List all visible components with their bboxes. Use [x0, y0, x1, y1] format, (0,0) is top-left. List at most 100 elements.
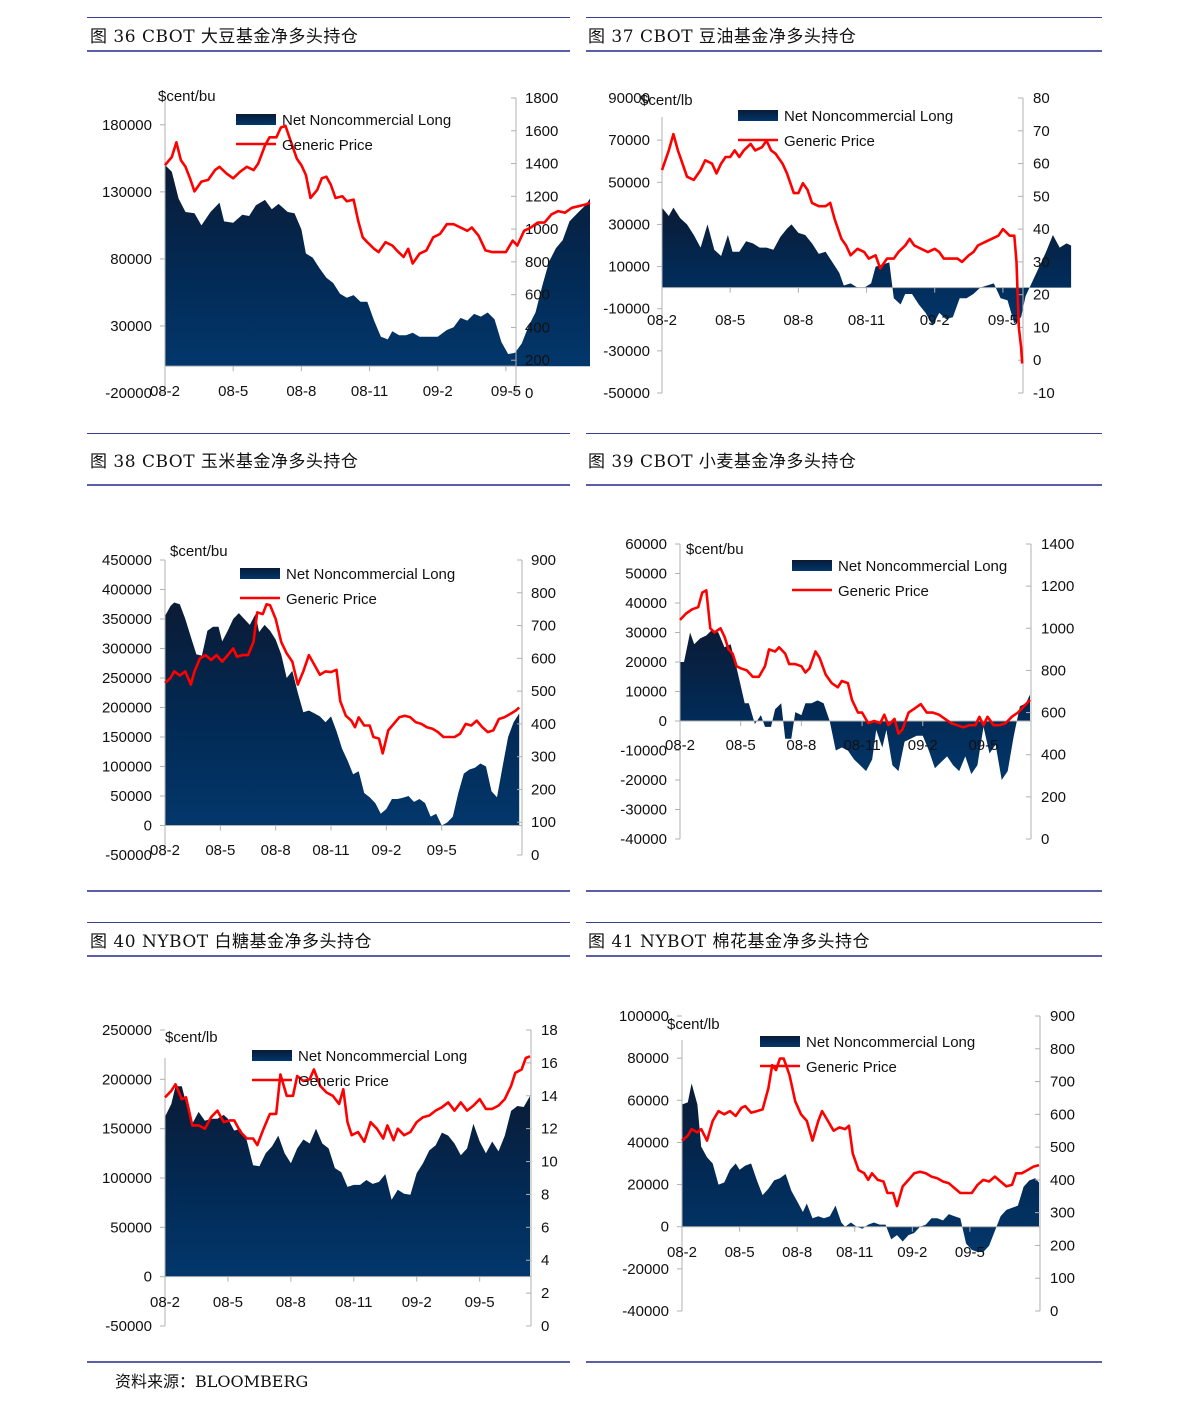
right-tick-label: 600 — [1041, 705, 1066, 722]
left-tick-label: 200000 — [102, 1071, 152, 1088]
left-tick-label: 90000 — [608, 90, 650, 107]
left-tick-label: 0 — [144, 1269, 152, 1286]
right-tick-label: 50 — [1033, 188, 1050, 205]
left-tick-label: 0 — [661, 1219, 669, 1236]
legend-area-swatch — [760, 1036, 800, 1047]
legend-line-label: Generic Price — [784, 133, 875, 150]
section-top-rule — [87, 922, 570, 923]
left-tick-label: 250000 — [102, 1022, 152, 1039]
right-tick-label: 100 — [1050, 1270, 1075, 1287]
left-tick-label: -30000 — [603, 343, 650, 360]
section-top-rule — [87, 433, 570, 434]
x-tick-label: 08-11 — [312, 842, 349, 859]
net-noncommercial-long-area — [165, 165, 590, 367]
footer-rule-left — [87, 1361, 570, 1363]
right-tick-label: 12 — [541, 1121, 558, 1138]
right-tick-label: 700 — [1050, 1074, 1075, 1091]
right-tick-label: 4 — [541, 1252, 549, 1269]
x-tick-label: 08-11 — [843, 737, 880, 754]
section-top-rule — [586, 922, 1102, 923]
right-tick-label: 600 — [525, 287, 550, 304]
x-tick-label: 08-2 — [665, 737, 695, 754]
right-tick-label: 1600 — [525, 123, 558, 140]
left-tick-label: 10000 — [608, 259, 650, 276]
x-tick-label: 08-11 — [335, 1294, 372, 1311]
left-tick-label: 80000 — [110, 251, 152, 268]
legend-area-label: Net Noncommercial Long — [784, 108, 953, 125]
x-tick-label: 09-5 — [465, 1294, 495, 1311]
left-tick-label: -50000 — [603, 385, 650, 402]
x-tick-label: 09-2 — [908, 737, 938, 754]
x-tick-label: 09-5 — [968, 737, 998, 754]
x-tick-label: 08-11 — [351, 383, 388, 400]
right-tick-label: 1000 — [1041, 620, 1074, 637]
x-tick-label: 08-2 — [150, 383, 180, 400]
right-tick-label: 400 — [525, 319, 550, 336]
legend-area-label: Net Noncommercial Long — [806, 1034, 975, 1051]
right-tick-label: 500 — [1050, 1139, 1075, 1156]
generic-price-line — [163, 124, 591, 265]
right-tick-label: 400 — [1041, 747, 1066, 764]
section-top-rule — [586, 433, 1102, 434]
right-tick-label: 200 — [1050, 1237, 1075, 1254]
right-tick-label: 400 — [531, 716, 556, 733]
x-tick-label: 08-2 — [647, 312, 677, 329]
x-tick-label: 08-8 — [783, 312, 813, 329]
legend-line-label: Generic Price — [286, 591, 377, 608]
title-underline-rule — [87, 484, 570, 486]
right-tick-label: 20 — [1033, 287, 1050, 304]
right-tick-label: 6 — [541, 1219, 549, 1236]
generic-price-line — [660, 132, 1024, 364]
x-tick-label: 08-5 — [715, 312, 745, 329]
left-tick-label: 30000 — [608, 216, 650, 233]
left-tick-label: -20000 — [622, 1261, 669, 1278]
left-tick-label: 150000 — [102, 1121, 152, 1138]
legend-line-label: Generic Price — [806, 1059, 897, 1076]
left-tick-label: 100000 — [102, 759, 152, 776]
right-tick-label: 16 — [541, 1055, 558, 1072]
left-tick-label: -50000 — [105, 847, 152, 864]
right-tick-label: 300 — [1050, 1205, 1075, 1222]
right-tick-label: 1000 — [525, 221, 558, 238]
x-tick-label: 09-2 — [920, 312, 950, 329]
left-tick-label: -10000 — [620, 743, 667, 760]
right-tick-label: 1400 — [525, 156, 558, 173]
left-tick-label: 100000 — [619, 1008, 669, 1025]
title-underline-rule — [87, 955, 570, 957]
unit-label: $cent/lb — [165, 1029, 218, 1046]
left-tick-label: 60000 — [627, 1092, 669, 1109]
legend-area-label: Net Noncommercial Long — [838, 558, 1007, 575]
legend-line-label: Generic Price — [838, 583, 929, 600]
left-tick-label: -10000 — [603, 301, 650, 318]
unit-label: $cent/bu — [686, 541, 744, 558]
x-tick-label: 09-2 — [423, 383, 453, 400]
left-tick-label: -50000 — [105, 1318, 152, 1335]
left-tick-label: 20000 — [625, 654, 667, 671]
left-tick-label: 50000 — [608, 174, 650, 191]
left-tick-label: 80000 — [627, 1050, 669, 1067]
legend-area-swatch — [240, 568, 280, 579]
left-tick-label: 50000 — [110, 1219, 152, 1236]
net-noncommercial-long-area — [165, 602, 520, 826]
net-noncommercial-long-area — [682, 1083, 1039, 1252]
left-tick-label: 60000 — [625, 536, 667, 553]
right-tick-label: 0 — [525, 385, 533, 402]
x-tick-label: 09-5 — [491, 383, 521, 400]
right-tick-label: 30 — [1033, 254, 1050, 271]
right-tick-label: 70 — [1033, 123, 1050, 140]
x-tick-label: 08-5 — [205, 842, 235, 859]
x-tick-label: 08-5 — [725, 1244, 755, 1261]
x-tick-label: 08-2 — [667, 1244, 697, 1261]
x-tick-label: 08-2 — [150, 1294, 180, 1311]
x-tick-label: 08-5 — [218, 383, 248, 400]
right-tick-label: 18 — [541, 1022, 558, 1039]
x-tick-label: 09-5 — [427, 842, 457, 859]
right-tick-label: 2 — [541, 1285, 549, 1302]
left-tick-label: 350000 — [102, 611, 152, 628]
legend-area-swatch — [792, 560, 832, 571]
x-tick-label: 08-5 — [213, 1294, 243, 1311]
